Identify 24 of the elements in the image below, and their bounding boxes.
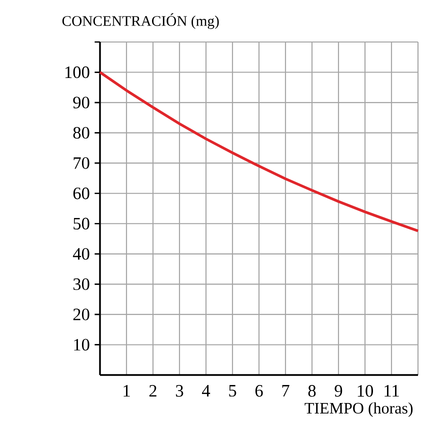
x-tick-label: 7 [282,385,290,396]
line-series [98,70,420,232]
y-tick-label: 70 [74,157,90,169]
y-axis-title: CONCENTRACIÓN (mg) [62,13,219,29]
y-tick-label: 30 [73,278,90,290]
x-tick-label: 6 [255,385,263,397]
y-tick-label: 40 [72,248,90,260]
y-tick-label: 10 [74,338,90,351]
y-tick-label: 50 [73,218,90,230]
x-tick-label: 9 [334,385,342,397]
y-tick-label: 90 [72,96,90,108]
x-tick-label: 3 [176,385,183,397]
x-tick-label: 5 [228,385,236,397]
x-tick-label: 11 [384,385,399,396]
x-tick-label: 2 [149,385,156,397]
x-axis-title: TIEMPO (horas) [304,402,412,417]
x-tick-label: 8 [308,385,316,397]
x-tick-label: 4 [202,385,210,396]
y-tick-label: 80 [73,126,90,139]
y-tick-label: 60 [73,188,90,200]
y-tick-label: 100 [65,66,90,78]
x-tick-label: 10 [358,385,373,397]
x-tick-label: 1 [123,385,130,396]
y-tick-label: 20 [73,308,90,320]
